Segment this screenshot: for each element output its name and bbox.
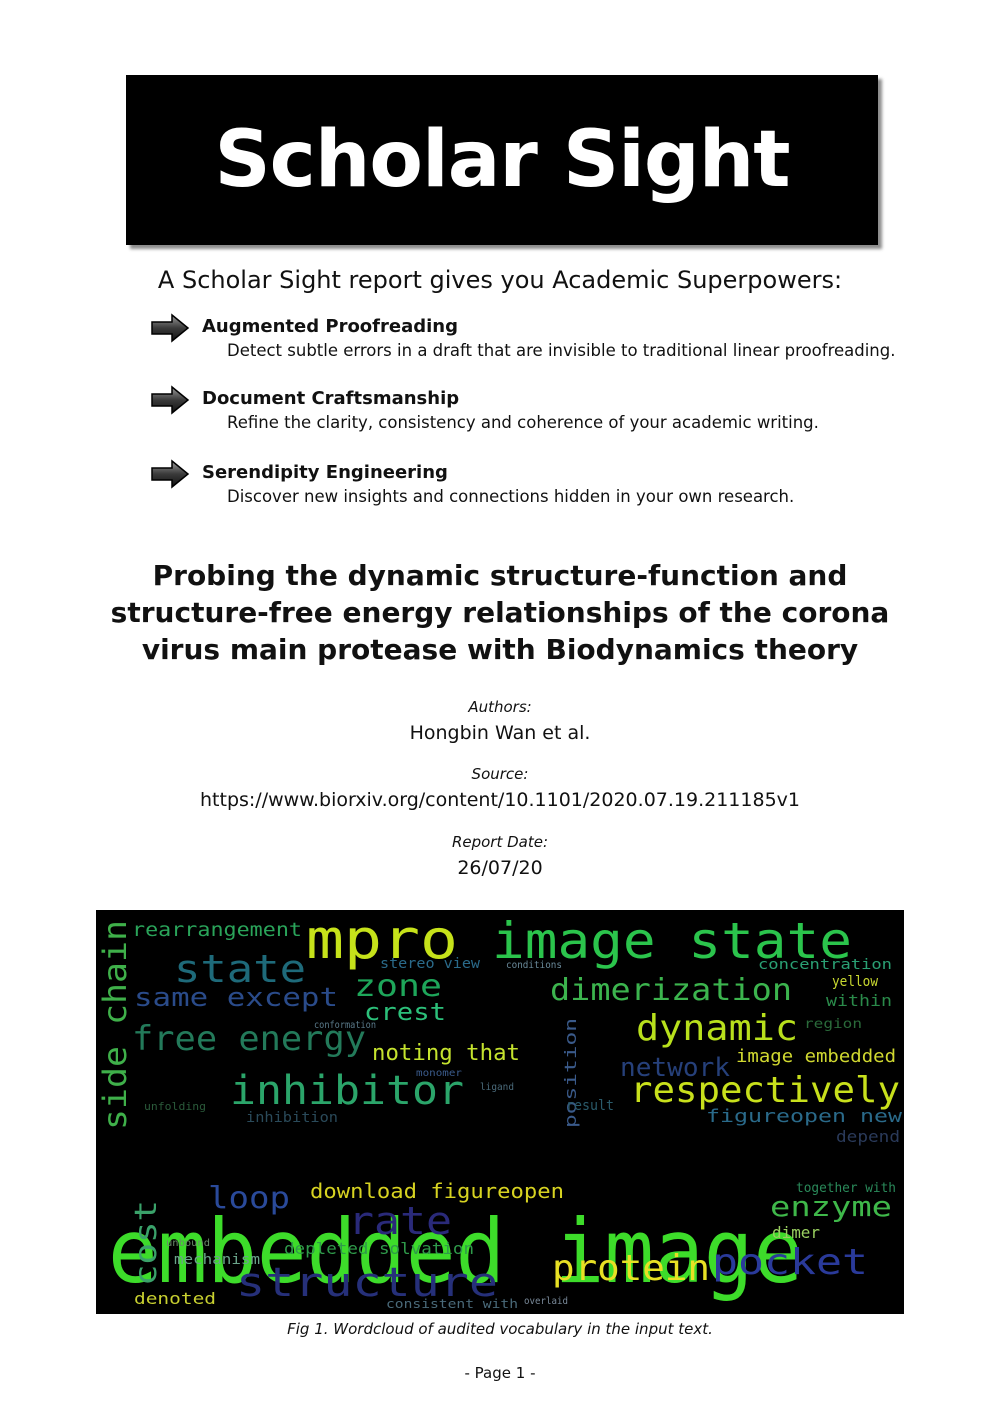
report-date-value: 26/07/20 (457, 857, 543, 879)
wordcloud-word: depleted solvation (284, 1239, 474, 1258)
feature-description: Refine the clarity, consistency and cohe… (227, 413, 819, 432)
wordcloud-word: image state (492, 912, 852, 970)
wordcloud-word: protein (552, 1248, 710, 1289)
wordcloud-word: same except (134, 983, 338, 1013)
wordcloud-word: image embedded (736, 1046, 896, 1067)
wordcloud-word: mpro (306, 910, 458, 971)
wordcloud-word: zone (354, 969, 442, 1004)
arrow-right-icon (151, 385, 190, 415)
feature-augmented-proofreading: Augmented Proofreading Detect subtle err… (150, 313, 910, 376)
arrow-right-icon (151, 313, 190, 343)
wordcloud-word: yellow (832, 974, 879, 990)
brand-title: Scholar Sight (214, 115, 790, 205)
wordcloud-word: conformation (314, 1020, 376, 1031)
wordcloud-figure: embedded image mpro image state dimerizatio… (96, 910, 904, 1314)
authors-label: Authors: (468, 698, 532, 716)
feature-description: Detect subtle errors in a draft that are… (227, 341, 896, 360)
source-label: Source: (471, 765, 529, 783)
wordcloud-word: free energy (132, 1019, 366, 1059)
wordcloud-word: noting that (372, 1041, 520, 1066)
wordcloud-word: cost (129, 1200, 164, 1286)
wordcloud-word: unfolding (144, 1100, 206, 1113)
wordcloud-word: monomer (416, 1068, 462, 1079)
wordcloud-word: region (804, 1017, 862, 1032)
wordcloud-word: enzyme (770, 1190, 892, 1223)
wordcloud-word: ligand (480, 1082, 514, 1093)
feature-document-craftsmanship: Document Craftsmanship Refine the clarit… (150, 385, 910, 448)
paper-title: Probing the dynamic structure-function a… (110, 559, 890, 666)
wordcloud-word: pocket (712, 1242, 868, 1283)
figure-caption: Fig 1. Wordcloud of audited vocabulary i… (287, 1320, 713, 1338)
wordcloud-word: side chain (96, 920, 134, 1130)
wordcloud-word: stereo view (380, 956, 481, 972)
wordcloud-word: loop (208, 1181, 290, 1216)
wordcloud-word: position (561, 1018, 580, 1128)
wordcloud-word: dimer (772, 1223, 820, 1242)
feature-title: Augmented Proofreading (202, 316, 458, 337)
page-number: - Page 1 - (464, 1364, 536, 1382)
wordcloud-word: together with (796, 1181, 896, 1196)
wordcloud-word: respectively (630, 1070, 900, 1111)
wordcloud-word: state (174, 947, 306, 991)
wordcloud-word: dynamic (636, 1008, 798, 1049)
wordcloud-word: crest (364, 998, 446, 1026)
wordcloud-canvas: embedded image mpro image statedimerizatio… (96, 910, 902, 1311)
wordcloud-word: inhibition (246, 1110, 338, 1126)
report-date-label: Report Date: (451, 833, 549, 851)
wordcloud-word: network (620, 1053, 730, 1083)
wordcloud-word: download figureopen (310, 1179, 564, 1203)
wordcloud-word: overlaid (524, 1296, 568, 1307)
wordcloud-word: figureopen new (706, 1106, 902, 1127)
wordcloud-word: structure (236, 1260, 498, 1306)
wordcloud-word: unbound (166, 1238, 210, 1249)
wordcloud-word: mechanism (174, 1252, 260, 1268)
wordcloud-word: concentration (758, 957, 892, 973)
wordcloud-word: rearrangement (132, 919, 302, 941)
wordcloud-word: within (826, 991, 892, 1010)
feature-serendipity-engineering: Serendipity Engineering Discover new ins… (150, 459, 910, 522)
wordcloud-word: embedded image (108, 1200, 803, 1303)
wordcloud-word: consistent with (386, 1297, 518, 1311)
authors-value: Hongbin Wan et al. (409, 722, 591, 744)
feature-title: Document Craftsmanship (202, 388, 460, 409)
source-link[interactable]: https://www.biorxiv.org/content/10.1101/… (200, 789, 800, 811)
wordcloud-word: depend (836, 1127, 900, 1146)
feature-description: Discover new insights and connections hi… (227, 487, 795, 506)
wordcloud-word: inhibitor (230, 1068, 464, 1114)
wordcloud-word: rate (348, 1199, 452, 1243)
tagline: A Scholar Sight report gives you Academi… (157, 266, 843, 294)
feature-title: Serendipity Engineering (202, 462, 448, 483)
wordcloud-word: conditions (506, 960, 562, 971)
arrow-right-icon (151, 459, 190, 489)
header-banner: Scholar Sight (126, 75, 878, 245)
wordcloud-word: denoted (134, 1289, 216, 1308)
wordcloud-word: result (566, 1098, 614, 1114)
wordcloud-word: dimerization (550, 973, 792, 1008)
